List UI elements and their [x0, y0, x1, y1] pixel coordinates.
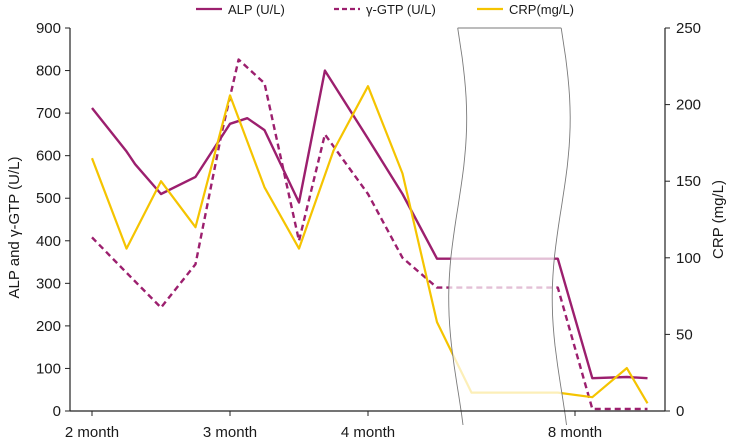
- legend-label-0: ALP (U/L): [228, 2, 285, 17]
- series-line-2: [90, 85, 649, 404]
- axes: 0 100 200 300 400 500 600 700 800 900 0 50 100 150 200…: [6, 20, 727, 439]
- right-tick-label: 100: [676, 250, 701, 267]
- left-tick-label: 700: [36, 105, 61, 122]
- left-tick-label: 400: [36, 233, 61, 250]
- left-tick-label: 900: [36, 20, 61, 37]
- left-axis-title: ALP and γ-GTP (U/L): [6, 156, 23, 298]
- left-tick-label: 300: [36, 275, 61, 292]
- right-tick-label: 250: [676, 20, 701, 37]
- x-tick-label: 3 month: [203, 424, 257, 439]
- x-tick-label: 8 month: [548, 424, 602, 439]
- left-tick-label: 500: [36, 190, 61, 207]
- left-tick-label: 0: [53, 403, 61, 420]
- series-layer: [90, 58, 649, 411]
- left-tick-label: 800: [36, 63, 61, 80]
- right-tick-label: 150: [676, 173, 701, 190]
- x-tick-label: 4 month: [341, 424, 395, 439]
- left-tick-label: 200: [36, 318, 61, 335]
- legend: ALP (U/L) γ-GTP (U/L) CRP(mg/L): [196, 2, 574, 17]
- axis-break-fill: [448, 28, 571, 425]
- x-tick-label: 2 month: [65, 424, 119, 439]
- legend-label-2: CRP(mg/L): [509, 2, 574, 17]
- right-tick-label: 0: [676, 403, 684, 420]
- right-axis-title: CRP (mg/L): [710, 180, 727, 259]
- right-tick-label: 200: [676, 97, 701, 114]
- left-tick-label: 100: [36, 360, 61, 377]
- axis-break-edge-right: [551, 27, 571, 426]
- left-tick-label: 600: [36, 148, 61, 165]
- axis-break-edge-left: [448, 27, 468, 426]
- series-line-1: [91, 58, 648, 411]
- right-tick-label: 50: [676, 326, 693, 343]
- axis-break-overlay: [448, 27, 571, 426]
- legend-label-1: γ-GTP (U/L): [366, 2, 436, 17]
